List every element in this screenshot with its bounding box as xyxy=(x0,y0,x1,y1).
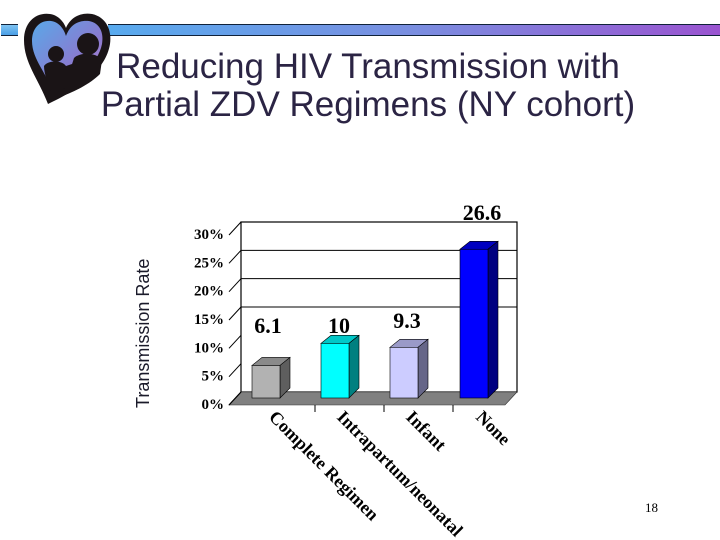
y-tick-label: 20% xyxy=(194,284,224,300)
data-label: 26.6 xyxy=(463,200,502,225)
slide-title: Reducing HIV Transmission with Partial Z… xyxy=(78,48,658,124)
y-tick-label: 30% xyxy=(194,227,224,243)
bar-complete-regimen xyxy=(251,356,291,399)
y-tick-label: 25% xyxy=(194,255,224,271)
title-line-2: Partial ZDV Regimens (NY cohort) xyxy=(100,85,636,124)
title-line-1: Reducing HIV Transmission with xyxy=(116,47,620,86)
bars xyxy=(251,240,499,399)
data-label: 9.3 xyxy=(393,308,421,333)
bar-infant xyxy=(389,338,429,399)
accent-bar-left xyxy=(1,24,18,36)
bar-intrapartum-neonatal xyxy=(320,334,360,399)
x-axis-labels: Complete RegimenIntrapartum/neonatalInfa… xyxy=(265,407,514,540)
y-axis-ticks: 0% 5% 10% 15% 20% 25% 30% xyxy=(194,221,242,413)
x-axis-label: Infant xyxy=(402,407,450,455)
data-labels: 6.1 10 9.3 26.6 xyxy=(254,200,501,338)
accent-bar xyxy=(108,24,720,36)
x-axis-label: None xyxy=(472,407,514,449)
data-label: 10 xyxy=(328,313,350,338)
data-label: 6.1 xyxy=(254,313,282,338)
y-tick-label: 15% xyxy=(194,312,224,328)
y-tick-label: 5% xyxy=(202,369,225,385)
heart-parent-child-logo-icon xyxy=(24,13,111,104)
page-number: 18 xyxy=(645,500,658,515)
y-tick-label: 0% xyxy=(202,397,225,413)
bar-none xyxy=(459,240,499,399)
y-tick-label: 10% xyxy=(194,340,224,356)
x-axis-label: Intrapartum/neonatal xyxy=(333,407,467,540)
